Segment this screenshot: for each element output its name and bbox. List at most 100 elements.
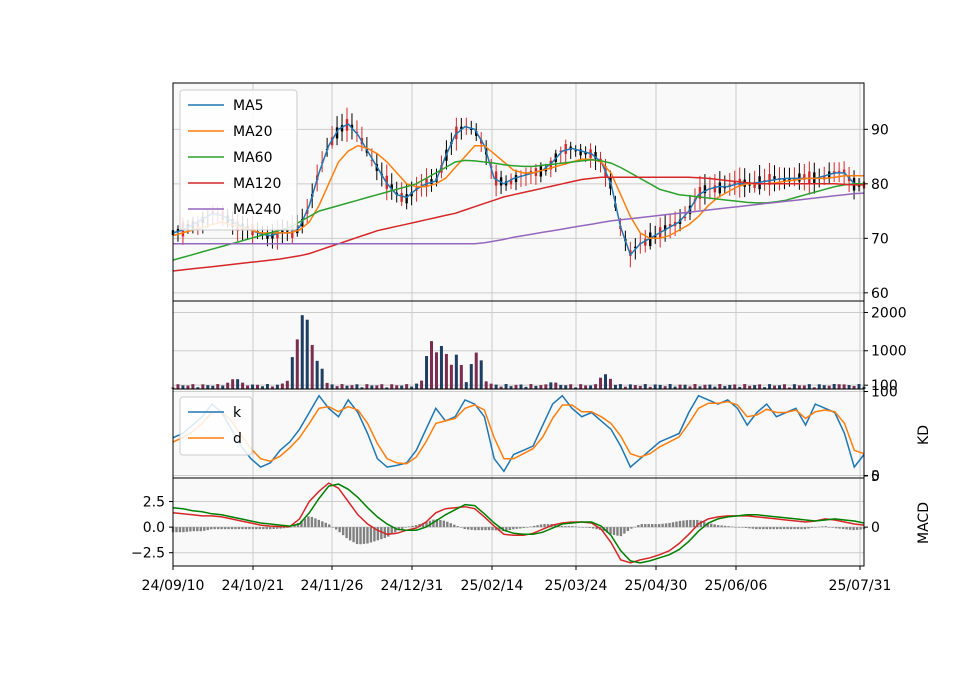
volume-bar: [842, 384, 846, 389]
candle-body: [410, 192, 413, 197]
candle-body: [723, 186, 727, 189]
candle-body: [390, 184, 393, 190]
candle-body: [663, 225, 667, 231]
volume-bar: [638, 385, 642, 389]
volume-bar: [569, 384, 573, 389]
macd-histogram-bar: [387, 527, 390, 537]
macd-histogram-bar: [505, 527, 508, 531]
macd-histogram-bar: [255, 527, 258, 530]
macd-histogram-bar: [828, 526, 831, 528]
volume-bar: [494, 384, 498, 389]
macd-histogram-bar: [807, 527, 810, 529]
macd-histogram-bar: [775, 527, 779, 530]
volume-panel: 100 1000 2000: [171, 300, 907, 394]
volume-bar: [211, 385, 215, 389]
macd-histogram-bar: [376, 527, 380, 541]
candle-body: [509, 179, 513, 185]
macd-histogram-bar: [241, 527, 244, 530]
macd-histogram-bar: [251, 527, 255, 530]
macd-histogram-bar: [765, 527, 768, 530]
series-line-ma240: [173, 192, 865, 245]
macd-histogram-bar: [390, 527, 393, 535]
legend-label-d: d: [233, 431, 242, 447]
macd-histogram-bar: [727, 526, 730, 528]
candle-body: [773, 176, 776, 180]
macd-histogram-bar: [532, 525, 536, 528]
volume-bar: [733, 384, 737, 389]
volume-bar: [295, 339, 299, 389]
volume-bar: [439, 345, 443, 389]
macd-histogram-bar: [213, 527, 216, 530]
volume-bar: [415, 383, 419, 389]
macd-histogram-bar: [300, 520, 303, 528]
x-tick-label: 25/06/06: [705, 578, 768, 594]
macd-histogram-bar: [366, 527, 369, 544]
series-line-ma20: [172, 144, 864, 240]
legend-label-ma60: MA60: [233, 150, 272, 166]
macd-histogram-bar: [720, 525, 723, 528]
x-tick-label: 24/09/10: [142, 578, 205, 594]
macd-histogram-bar: [852, 527, 855, 531]
macd-histogram-bar: [335, 527, 338, 530]
volume-bar: [280, 383, 284, 389]
macd-histogram-bar: [748, 527, 751, 529]
macd-histogram-bar: [230, 527, 234, 530]
macd-histogram-bar: [178, 527, 182, 533]
macd-histogram-bar: [317, 519, 321, 528]
macd-histogram-bar: [609, 527, 612, 535]
volume-bar: [618, 384, 622, 389]
x-tick-label: 24/11/26: [301, 578, 364, 594]
volume-bar: [584, 385, 588, 389]
macd-histogram-bar: [446, 521, 449, 528]
candle-body: [514, 175, 518, 183]
volume-bar: [335, 386, 339, 389]
candle-body: [783, 178, 786, 181]
volume-bar: [320, 368, 324, 389]
candle-body: [733, 182, 736, 184]
macd-histogram-bar: [855, 527, 859, 530]
macd-histogram-bar: [824, 526, 828, 528]
macd-histogram-bar: [616, 527, 619, 536]
macd-histogram-bar: [845, 527, 848, 530]
macd-histogram-bar: [560, 526, 564, 528]
volume-bar: [748, 385, 752, 389]
volume-bar: [270, 386, 274, 389]
macd-histogram-bar: [407, 526, 411, 528]
y-tick-label: 2.5: [143, 495, 165, 511]
macd-histogram-bar: [338, 527, 341, 533]
volume-bar: [355, 384, 359, 389]
macd-histogram-bar: [265, 527, 268, 530]
volume-bar: [216, 384, 220, 389]
volume-bar: [370, 385, 374, 389]
macd-histogram-bar: [848, 527, 852, 530]
volume-bar: [564, 385, 568, 389]
macd-histogram-bar: [421, 522, 425, 528]
macd-histogram-bar: [519, 527, 522, 529]
candle-body: [355, 131, 359, 133]
candle-body: [350, 124, 354, 129]
macd-histogram-bar: [324, 522, 327, 528]
plot-area: [173, 301, 864, 389]
macd-histogram-bar: [661, 523, 664, 528]
macd-histogram-bar: [769, 527, 772, 530]
volume-bar: [246, 385, 250, 389]
macd-histogram-bar: [189, 527, 192, 532]
macd-histogram-bar: [182, 527, 185, 533]
candle-body: [584, 152, 587, 155]
volume-bar: [603, 374, 607, 389]
candle-body: [703, 185, 707, 194]
macd-histogram-bar: [307, 516, 310, 528]
macd-histogram-bar: [758, 527, 762, 530]
volume-bar: [236, 379, 240, 389]
macd-histogram-bar: [435, 519, 439, 528]
macd-histogram-bar: [800, 527, 803, 530]
volume-bar: [256, 384, 260, 389]
macd-histogram-bar: [734, 526, 737, 528]
macd-histogram-bar: [814, 527, 817, 528]
macd-histogram-bar: [567, 526, 571, 528]
macd-histogram-bar: [786, 527, 789, 530]
volume-bar: [648, 386, 652, 389]
macd-histogram-bar: [369, 527, 373, 543]
macd-histogram-bar: [630, 527, 633, 529]
volume-bar: [241, 382, 245, 389]
